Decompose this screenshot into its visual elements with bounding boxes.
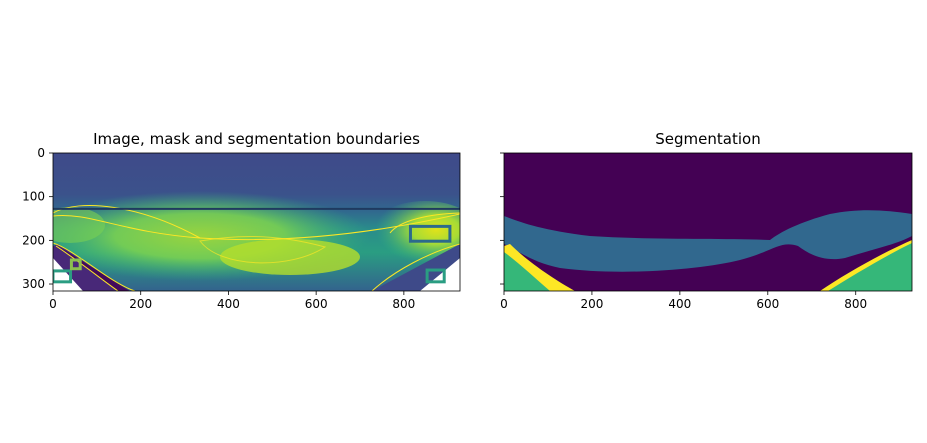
mask-box — [425, 268, 446, 284]
segmentation-panel-title: Segmentation — [655, 130, 760, 148]
mask-boxes — [53, 224, 452, 284]
x-tick-label: 200 — [580, 297, 603, 311]
x-tick-label: 600 — [756, 297, 779, 311]
mask-box — [408, 224, 452, 243]
y-tick-label: 100 — [22, 190, 45, 204]
image-axes-frame — [52, 152, 461, 292]
segmentation-axes-ticks: 0 200 400 600 800 — [500, 152, 867, 311]
segmentation-axes-frame — [503, 152, 913, 292]
segment-class-1 — [504, 210, 912, 272]
x-tick-label: 0 — [49, 297, 57, 311]
mask-box — [69, 258, 82, 271]
image-axes-ticks: 0 200 400 600 800 0 100 200 300 — [22, 146, 415, 311]
image-heatmap — [53, 153, 460, 291]
x-tick-label: 0 — [500, 297, 508, 311]
segment-class-2 — [504, 246, 560, 291]
y-tick-label: 0 — [37, 146, 45, 160]
x-tick-label: 400 — [668, 297, 691, 311]
mask-box — [53, 269, 73, 284]
image-panel: Image, mask and segmentation boundaries — [22, 130, 461, 311]
segmentation-boundaries — [53, 205, 460, 291]
segment-class-3 — [504, 244, 575, 291]
segment-class-3-right — [820, 240, 912, 291]
image-panel-title: Image, mask and segmentation boundaries — [93, 130, 420, 148]
x-tick-label: 600 — [305, 297, 328, 311]
segmentation-panel: Segmentation 0 200 400 600 800 — [500, 130, 913, 311]
x-tick-label: 400 — [217, 297, 240, 311]
y-tick-label: 200 — [22, 233, 45, 247]
y-tick-label: 300 — [22, 277, 45, 291]
segmentation-heatmap — [504, 153, 912, 291]
x-tick-label: 800 — [392, 297, 415, 311]
x-tick-label: 200 — [129, 297, 152, 311]
x-tick-label: 800 — [844, 297, 867, 311]
